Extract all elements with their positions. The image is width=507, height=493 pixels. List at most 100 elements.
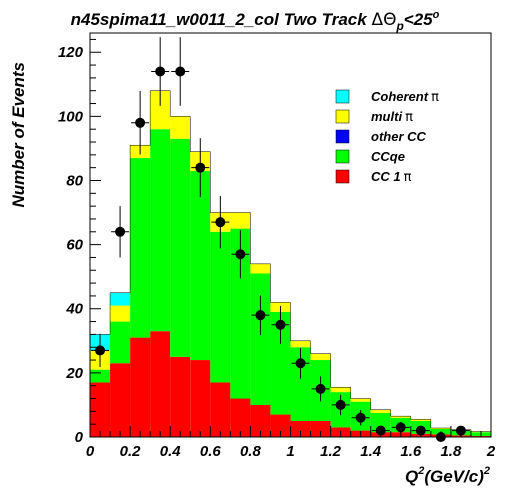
bar-1-5 [190, 170, 211, 361]
data-marker [335, 399, 346, 410]
bar-3-17 [430, 428, 451, 429]
bar-1-3 [150, 129, 171, 332]
x-tick-label: 0.2 [120, 443, 142, 460]
chart-title: n45spima11_w0011_2_col Two Track ΔΘp<25o [71, 9, 440, 33]
data-marker [195, 162, 206, 173]
data-marker [375, 425, 386, 436]
data-point-3 [151, 37, 170, 106]
data-marker [315, 383, 326, 394]
y-tick-label: 0 [75, 429, 84, 446]
bar-0-1 [110, 363, 131, 437]
y-axis-label: Number of Events [9, 62, 28, 207]
bar-0-9 [270, 414, 291, 437]
data-marker [255, 310, 266, 321]
legend-swatch [335, 109, 350, 124]
data-marker [235, 249, 246, 260]
legend-label: other CC [371, 129, 427, 144]
x-tick-label: 1.6 [400, 443, 422, 460]
bar-3-16 [410, 419, 431, 421]
bar-0-11 [310, 420, 331, 437]
y-tick-label: 80 [66, 172, 83, 189]
bar-3-4 [170, 116, 191, 139]
bar-1-6 [210, 231, 231, 383]
data-marker [95, 345, 106, 356]
legend-swatch [335, 129, 350, 144]
data-point-10 [291, 347, 310, 379]
data-point-13 [351, 410, 370, 426]
data-marker [175, 66, 186, 77]
bar-0-4 [170, 356, 191, 437]
data-marker [355, 412, 366, 423]
legend-item-1: multi π [335, 109, 413, 125]
data-point-6 [211, 195, 230, 249]
bar-3-1 [110, 305, 131, 322]
bar-1-14 [370, 412, 391, 433]
y-tick-label: 100 [58, 108, 84, 125]
x-axis-label: Q2(GeV/c)2 [405, 465, 490, 486]
bar-1-2 [130, 158, 151, 338]
legend-swatch [335, 169, 350, 184]
y-tick-label: 120 [58, 44, 84, 61]
bar-1-10 [290, 347, 311, 421]
bar-3-8 [250, 263, 271, 274]
bar-3-7 [230, 212, 251, 229]
x-tick-label: 0.6 [200, 443, 222, 460]
data-marker [295, 358, 306, 369]
data-point-8 [251, 295, 270, 336]
bar-0-5 [190, 360, 211, 437]
x-tick-label: 2 [486, 443, 496, 460]
legend-label: Coherent π [371, 89, 439, 105]
x-tick-label: 0 [86, 443, 95, 460]
legend-item-0: Coherent π [335, 89, 439, 105]
data-marker [455, 425, 466, 436]
bar-1-7 [230, 228, 251, 399]
bar-4-1 [110, 292, 131, 306]
data-point-5 [191, 138, 210, 198]
data-marker [155, 66, 166, 77]
bar-1-0 [90, 369, 111, 383]
data-point-7 [231, 230, 250, 279]
y-tick-label: 40 [65, 301, 83, 318]
legend-swatch [335, 149, 350, 164]
data-marker [115, 226, 126, 237]
bar-0-0 [90, 382, 111, 437]
bar-3-13 [350, 398, 371, 402]
x-tick-label: 1 [286, 443, 294, 460]
bar-3-12 [330, 387, 351, 393]
data-point-2 [131, 91, 150, 155]
legend-swatch [335, 89, 350, 104]
bar-1-9 [270, 311, 291, 415]
bar-0-3 [150, 331, 171, 437]
legend-label: multi π [371, 109, 413, 125]
histogram-outline [89, 90, 492, 437]
y-axis: 0 20 40 60 80 100 120 [58, 38, 101, 446]
bar-1-8 [250, 273, 271, 405]
data-point-1 [111, 206, 130, 258]
data-point-18 [451, 425, 470, 436]
data-point-9 [271, 305, 290, 344]
legend-item-3: CCqe [335, 149, 405, 164]
bar-0-6 [210, 382, 231, 437]
y-tick-label: 20 [65, 365, 83, 382]
data-marker [415, 425, 426, 436]
x-tick-label: 0.4 [160, 443, 182, 460]
bar-3-14 [370, 409, 391, 413]
x-tick-label: 1.8 [440, 443, 462, 460]
bar-3-10 [290, 340, 311, 348]
bar-0-2 [130, 337, 151, 437]
x-tick-label: 1.4 [360, 443, 382, 460]
bar-3-11 [310, 353, 331, 361]
y-tick-label: 60 [66, 237, 83, 254]
data-point-12 [331, 394, 350, 416]
bar-3-3 [150, 90, 171, 130]
data-point-14 [371, 425, 390, 436]
bar-0-8 [250, 404, 271, 437]
bar-1-4 [170, 138, 191, 357]
data-marker [135, 117, 146, 128]
data-point-16 [411, 425, 430, 436]
data-marker [215, 217, 226, 228]
data-point-11 [311, 376, 330, 402]
